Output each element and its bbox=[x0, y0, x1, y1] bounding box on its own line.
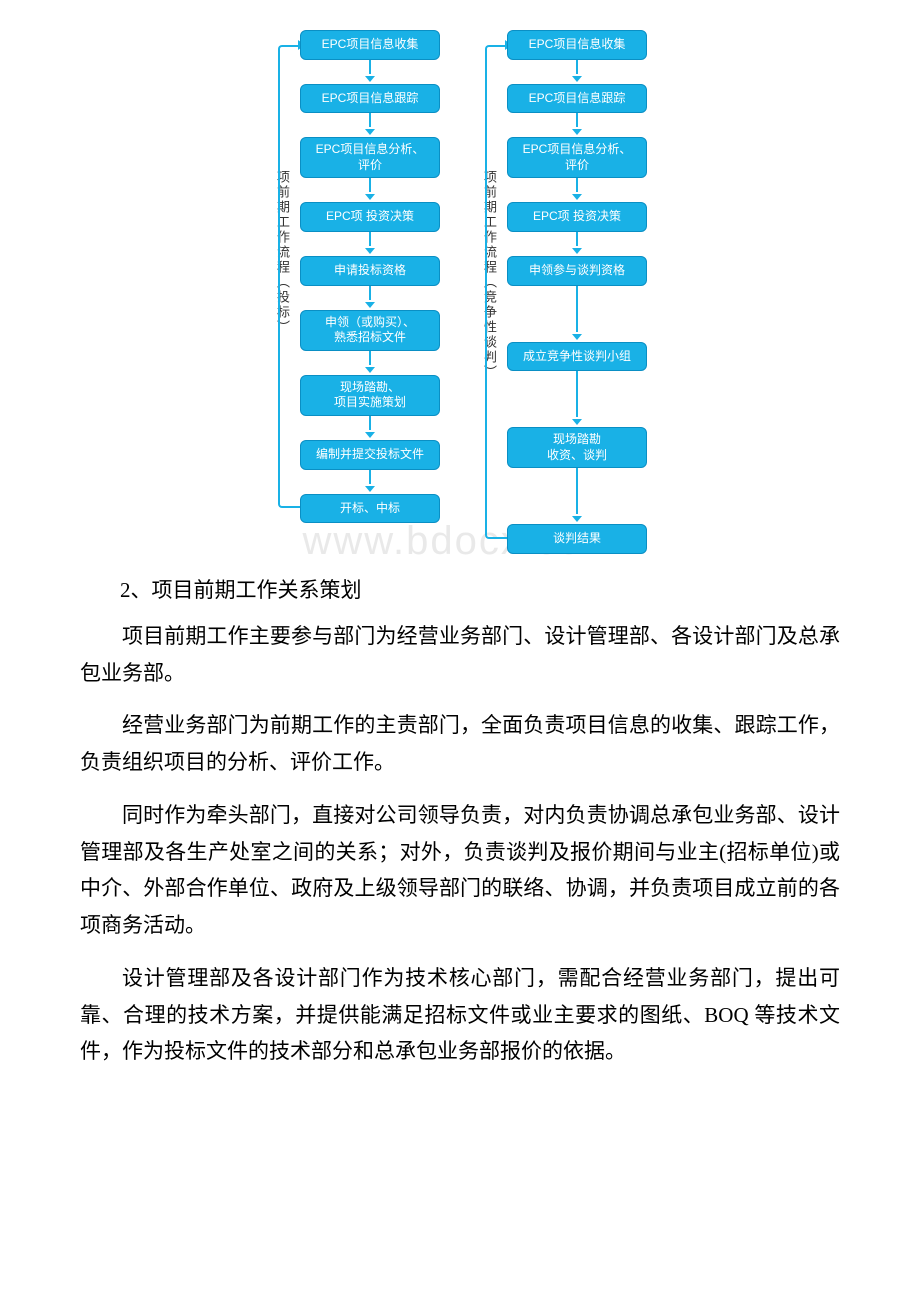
arrow-down-icon bbox=[572, 334, 582, 340]
flow-connector bbox=[365, 351, 375, 375]
flow-node: 现场踏勘、 项目实施策划 bbox=[300, 375, 440, 416]
arrow-down-icon bbox=[365, 129, 375, 135]
flow-node: EPC项 投资决策 bbox=[507, 202, 647, 232]
flow-node: 开标、中标 bbox=[300, 494, 440, 524]
flow-node: 申领参与谈判资格 bbox=[507, 256, 647, 286]
flow-node: EPC项目信息收集 bbox=[507, 30, 647, 60]
arrow-down-icon bbox=[365, 367, 375, 373]
arrow-down-icon bbox=[365, 486, 375, 492]
flow-left-loop bbox=[278, 45, 300, 509]
flow-connector bbox=[365, 178, 375, 202]
flow-connector bbox=[572, 232, 582, 256]
flow-node: 谈判结果 bbox=[507, 524, 647, 554]
flow-node: EPC项目信息分析、 评价 bbox=[300, 137, 440, 178]
arrow-down-icon bbox=[572, 76, 582, 82]
flow-connector bbox=[365, 113, 375, 137]
arrow-down-icon bbox=[572, 516, 582, 522]
paragraph-1: 项目前期工作主要参与部门为经营业务部门、设计管理部、各设计部门及总承包业务部。 bbox=[80, 618, 840, 692]
flow-connector bbox=[365, 286, 375, 310]
flow-connector bbox=[572, 286, 582, 342]
flow-node: 申领（或购买）、 熟悉招标文件 bbox=[300, 310, 440, 351]
flow-node: 编制并提交投标文件 bbox=[300, 440, 440, 470]
flow-right-loop bbox=[485, 45, 507, 539]
flow-connector bbox=[572, 60, 582, 84]
flow-connector bbox=[365, 232, 375, 256]
arrow-down-icon bbox=[572, 194, 582, 200]
diagram-container: 项前期工作流程（投标） EPC项目信息收集EPC项目信息跟踪EPC项目信息分析、… bbox=[80, 30, 840, 554]
flow-node: 申请投标资格 bbox=[300, 256, 440, 286]
flow-node: EPC项目信息跟踪 bbox=[300, 84, 440, 114]
flow-connector bbox=[572, 178, 582, 202]
flow-node: EPC项目信息分析、 评价 bbox=[507, 137, 647, 178]
arrow-down-icon bbox=[572, 248, 582, 254]
flow-node: 现场踏勘 收资、谈判 bbox=[507, 427, 647, 468]
arrow-down-icon bbox=[365, 248, 375, 254]
flow-connector bbox=[572, 371, 582, 427]
flow-connector bbox=[365, 416, 375, 440]
flow-right-column: EPC项目信息收集 EPC项目信息跟踪 EPC项目信息分析、 评价 EPC项 投资决策… bbox=[507, 30, 647, 554]
flowchart-bidding: 项前期工作流程（投标） EPC项目信息收集EPC项目信息跟踪EPC项目信息分析、… bbox=[273, 30, 440, 554]
arrow-down-icon bbox=[365, 302, 375, 308]
flow-connector bbox=[365, 470, 375, 494]
flow-node: 成立竞争性谈判小组 bbox=[507, 342, 647, 372]
flow-connector bbox=[572, 468, 582, 524]
flow-node: EPC项目信息跟踪 bbox=[507, 84, 647, 114]
arrow-down-icon bbox=[365, 432, 375, 438]
paragraph-4: 设计管理部及各设计部门作为技术核心部门，需配合经营业务部门，提出可靠、合理的技术… bbox=[80, 960, 840, 1070]
flow-connector bbox=[572, 113, 582, 137]
arrow-down-icon bbox=[572, 129, 582, 135]
paragraph-2: 经营业务部门为前期工作的主责部门，全面负责项目信息的收集、跟踪工作，负责组织项目… bbox=[80, 707, 840, 781]
flow-left-column: EPC项目信息收集 EPC项目信息跟踪 EPC项目信息分析、 评价 EPC项 投资决策… bbox=[300, 30, 440, 523]
flow-node: EPC项 投资决策 bbox=[300, 202, 440, 232]
flow-node: EPC项目信息收集 bbox=[300, 30, 440, 60]
section-heading: 2、项目前期工作关系策划 bbox=[120, 574, 840, 604]
arrow-down-icon bbox=[365, 194, 375, 200]
arrow-down-icon bbox=[365, 76, 375, 82]
paragraph-3: 同时作为牵头部门，直接对公司领导负责，对内负责协调总承包业务部、设计管理部及各生… bbox=[80, 797, 840, 944]
arrow-down-icon bbox=[572, 419, 582, 425]
flow-connector bbox=[365, 60, 375, 84]
flowchart-negotiation: 项前期工作流程（竞争性谈判） EPC项目信息收集EPC项目信息跟踪EPC项目信息… bbox=[480, 30, 647, 554]
